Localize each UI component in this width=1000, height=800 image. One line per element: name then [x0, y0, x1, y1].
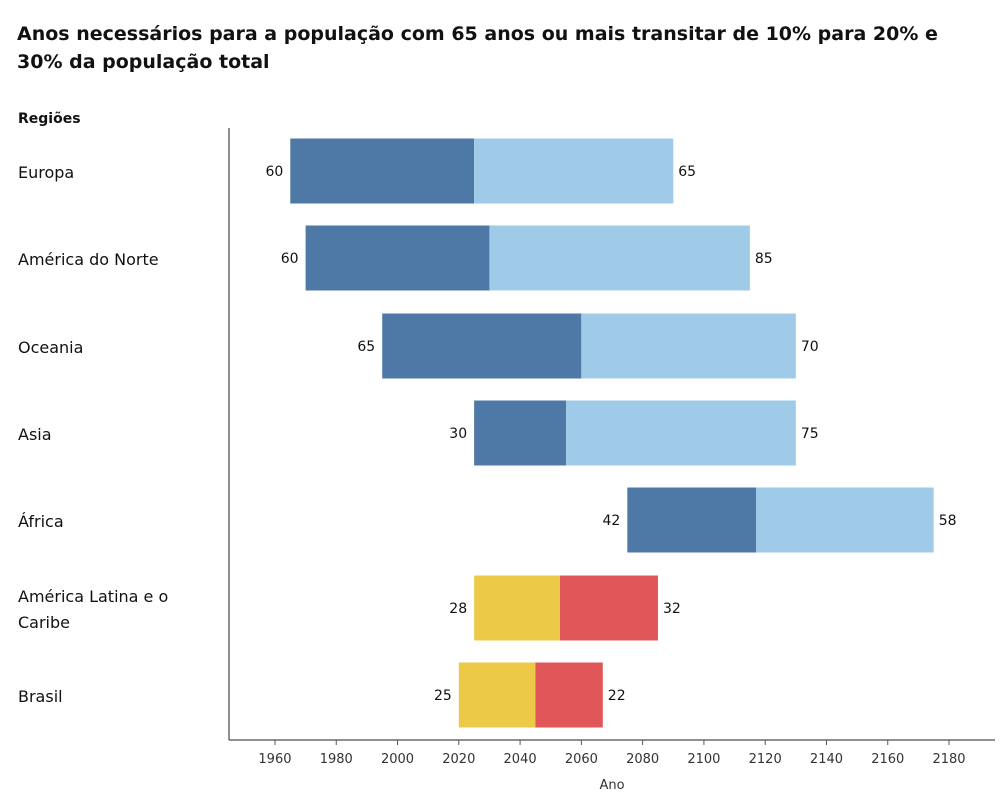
bar-20-to-30 [756, 487, 934, 553]
row-label: Brasil [18, 687, 63, 706]
data-label-20-to-30: 85 [755, 251, 773, 267]
bar-10-to-20 [458, 662, 536, 728]
row-label: Asia [18, 425, 52, 444]
row-label: Europa [18, 163, 74, 182]
x-tick-label: 2000 [381, 752, 414, 767]
x-tick-label: 2120 [749, 752, 782, 767]
x-tick-label: 2180 [932, 752, 965, 767]
data-label-10-to-20: 60 [281, 251, 299, 267]
bar-20-to-30 [559, 575, 658, 641]
data-label-10-to-20: 28 [449, 601, 467, 617]
data-label-20-to-30: 70 [801, 339, 819, 355]
x-tick-label: 2040 [504, 752, 537, 767]
bar-10-to-20 [290, 138, 475, 204]
bar-20-to-30 [489, 225, 750, 291]
row-label: América do Norte [18, 250, 159, 269]
bar-20-to-30 [581, 313, 796, 379]
data-label-20-to-30: 32 [663, 601, 681, 617]
data-label-20-to-30: 65 [678, 164, 696, 180]
bar-10-to-20 [382, 313, 582, 379]
x-tick-label: 2160 [871, 752, 904, 767]
x-tick-label: 2140 [810, 752, 843, 767]
bar-20-to-30 [566, 400, 796, 466]
data-label-10-to-20: 30 [449, 426, 467, 442]
data-label-10-to-20: 65 [357, 339, 375, 355]
bar-10-to-20 [627, 487, 757, 553]
row-label: América Latina e o [18, 587, 168, 606]
x-tick-label: 1960 [258, 752, 291, 767]
x-tick-label: 2100 [687, 752, 720, 767]
x-tick-label: 2020 [442, 752, 475, 767]
bar-10-to-20 [474, 575, 560, 641]
bar-10-to-20 [305, 225, 490, 291]
x-axis-label: Ano [599, 778, 624, 793]
x-tick-label: 1980 [320, 752, 353, 767]
bar-20-to-30 [535, 662, 603, 728]
data-label-10-to-20: 60 [265, 164, 283, 180]
data-label-10-to-20: 25 [434, 688, 452, 704]
x-tick-label: 2060 [565, 752, 598, 767]
row-label: África [18, 512, 64, 531]
chart-title: Anos necessários para a população com 65… [17, 23, 938, 73]
row-header: Regiões [18, 111, 81, 127]
data-label-10-to-20: 42 [602, 513, 620, 529]
data-label-20-to-30: 22 [608, 688, 626, 704]
data-label-20-to-30: 75 [801, 426, 819, 442]
bar-10-to-20 [474, 400, 567, 466]
x-tick-label: 2080 [626, 752, 659, 767]
data-label-20-to-30: 58 [939, 513, 957, 529]
row-label: Oceania [18, 338, 83, 357]
row-label: Caribe [18, 613, 70, 632]
bar-20-to-30 [474, 138, 674, 204]
